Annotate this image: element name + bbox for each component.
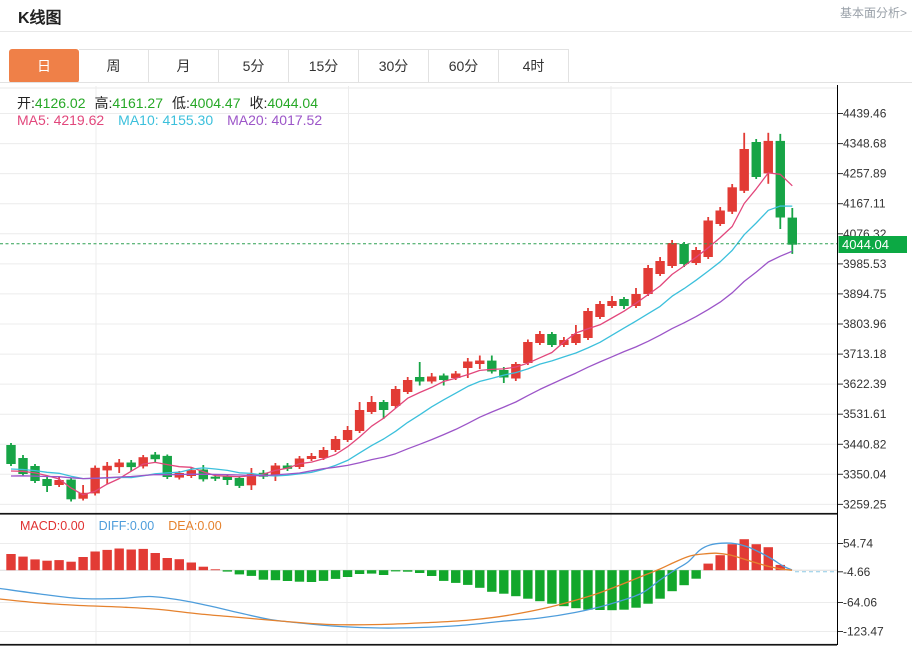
svg-text:3894.75: 3894.75 [843, 287, 887, 301]
svg-text:4044.04: 4044.04 [842, 237, 889, 252]
svg-text:3440.82: 3440.82 [843, 437, 887, 451]
svg-text:3803.96: 3803.96 [843, 317, 887, 331]
svg-text:3713.18: 3713.18 [843, 347, 887, 361]
svg-text:3622.39: 3622.39 [843, 377, 887, 391]
svg-text:-64.06: -64.06 [843, 596, 877, 610]
svg-text:-123.47: -123.47 [843, 625, 884, 639]
svg-text:4167.11: 4167.11 [843, 197, 886, 211]
svg-text:4439.46: 4439.46 [843, 107, 887, 121]
svg-text:3985.53: 3985.53 [843, 257, 887, 271]
svg-text:4348.68: 4348.68 [843, 137, 887, 151]
svg-text:-4.66: -4.66 [843, 565, 871, 579]
svg-text:3531.61: 3531.61 [843, 407, 887, 421]
svg-text:3259.25: 3259.25 [843, 497, 887, 511]
svg-text:54.74: 54.74 [843, 537, 873, 551]
svg-text:3350.04: 3350.04 [843, 467, 887, 481]
svg-text:4257.89: 4257.89 [843, 167, 887, 181]
